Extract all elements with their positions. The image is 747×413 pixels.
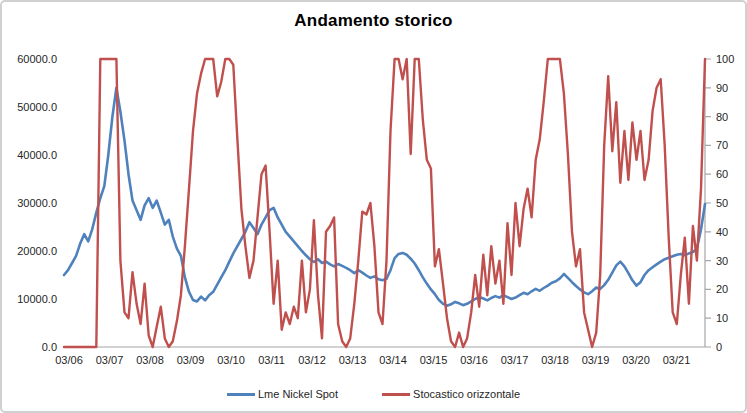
x-axis-tick-label: 03/12 (298, 354, 326, 366)
x-axis-tick-label: 03/06 (55, 354, 83, 366)
x-axis-tick-label: 03/13 (339, 354, 367, 366)
chart-container: Andamento storico 60000.050000.040000.03… (0, 0, 747, 413)
series-line-lme-nickel-spot (64, 88, 705, 306)
x-axis-tick-label: 03/09 (177, 354, 205, 366)
x-axis-tick-label: 03/18 (541, 354, 569, 366)
x-axis-tick-label: 03/16 (460, 354, 488, 366)
y-axis-left-tick-label: 20000.0 (2, 245, 57, 257)
x-axis-tick-label: 03/10 (217, 354, 245, 366)
x-axis-tick-label: 03/08 (136, 354, 164, 366)
y-axis-right-tick-label: 90 (716, 82, 728, 94)
y-axis-right-tick-label: 50 (716, 197, 728, 209)
y-axis-left-labels: 60000.0 50000.0 40000.0 30000.0 20000.0 10000… (2, 2, 57, 411)
legend-swatch-red (382, 393, 410, 396)
plot-area (2, 2, 747, 413)
y-axis-left-tick-label: 40000.0 (2, 149, 57, 161)
x-axis-tick-label: 03/17 (501, 354, 529, 366)
y-axis-right-tick-label: 10 (716, 312, 728, 324)
legend-label: Lme Nickel Spot (258, 388, 338, 400)
x-axis-tick-label: 03/15 (420, 354, 448, 366)
x-axis-tick-label: 03/14 (379, 354, 407, 366)
legend-swatch-blue (227, 393, 255, 396)
legend-item-stocastico-orizzontale: Stocastico orizzontale (382, 388, 520, 400)
x-axis-tick-label: 03/07 (96, 354, 124, 366)
legend: Lme Nickel Spot Stocastico orizzontale (2, 384, 745, 404)
x-axis-tick-label: 03/20 (622, 354, 650, 366)
x-axis-tick-label: 03/19 (582, 354, 610, 366)
x-axis-labels: 03/06 03/07 03/08 03/09 03/10 03/11 03/12 03/13… (2, 354, 745, 370)
y-axis-left-tick-label: 50000.0 (2, 101, 57, 113)
y-axis-left-tick-label: 60000.0 (2, 53, 57, 65)
y-axis-right-tick-label: 40 (716, 226, 728, 238)
legend-item-lme-nickel-spot: Lme Nickel Spot (227, 388, 338, 400)
y-axis-left-tick-label: 0.0 (2, 341, 57, 353)
y-axis-right-tick-label: 0 (716, 341, 722, 353)
legend-label: Stocastico orizzontale (413, 388, 520, 400)
y-axis-left-tick-label: 10000.0 (2, 293, 57, 305)
y-axis-right-labels: 1009080706050403020100 (716, 2, 747, 411)
x-axis-tick-label: 03/11 (258, 354, 285, 366)
y-axis-right-tick-label: 70 (716, 139, 728, 151)
series-line-stocastico-orizzontale (64, 59, 705, 347)
y-axis-right-tick-label: 80 (716, 111, 728, 123)
y-axis-left-tick-label: 30000.0 (2, 197, 57, 209)
y-axis-right-tick-label: 60 (716, 168, 728, 180)
y-axis-right-tick-label: 100 (716, 53, 734, 65)
y-axis-right-tick-label: 30 (716, 255, 728, 267)
x-axis-tick-label: 03/21 (663, 354, 691, 366)
y-axis-right-tick-label: 20 (716, 283, 728, 295)
